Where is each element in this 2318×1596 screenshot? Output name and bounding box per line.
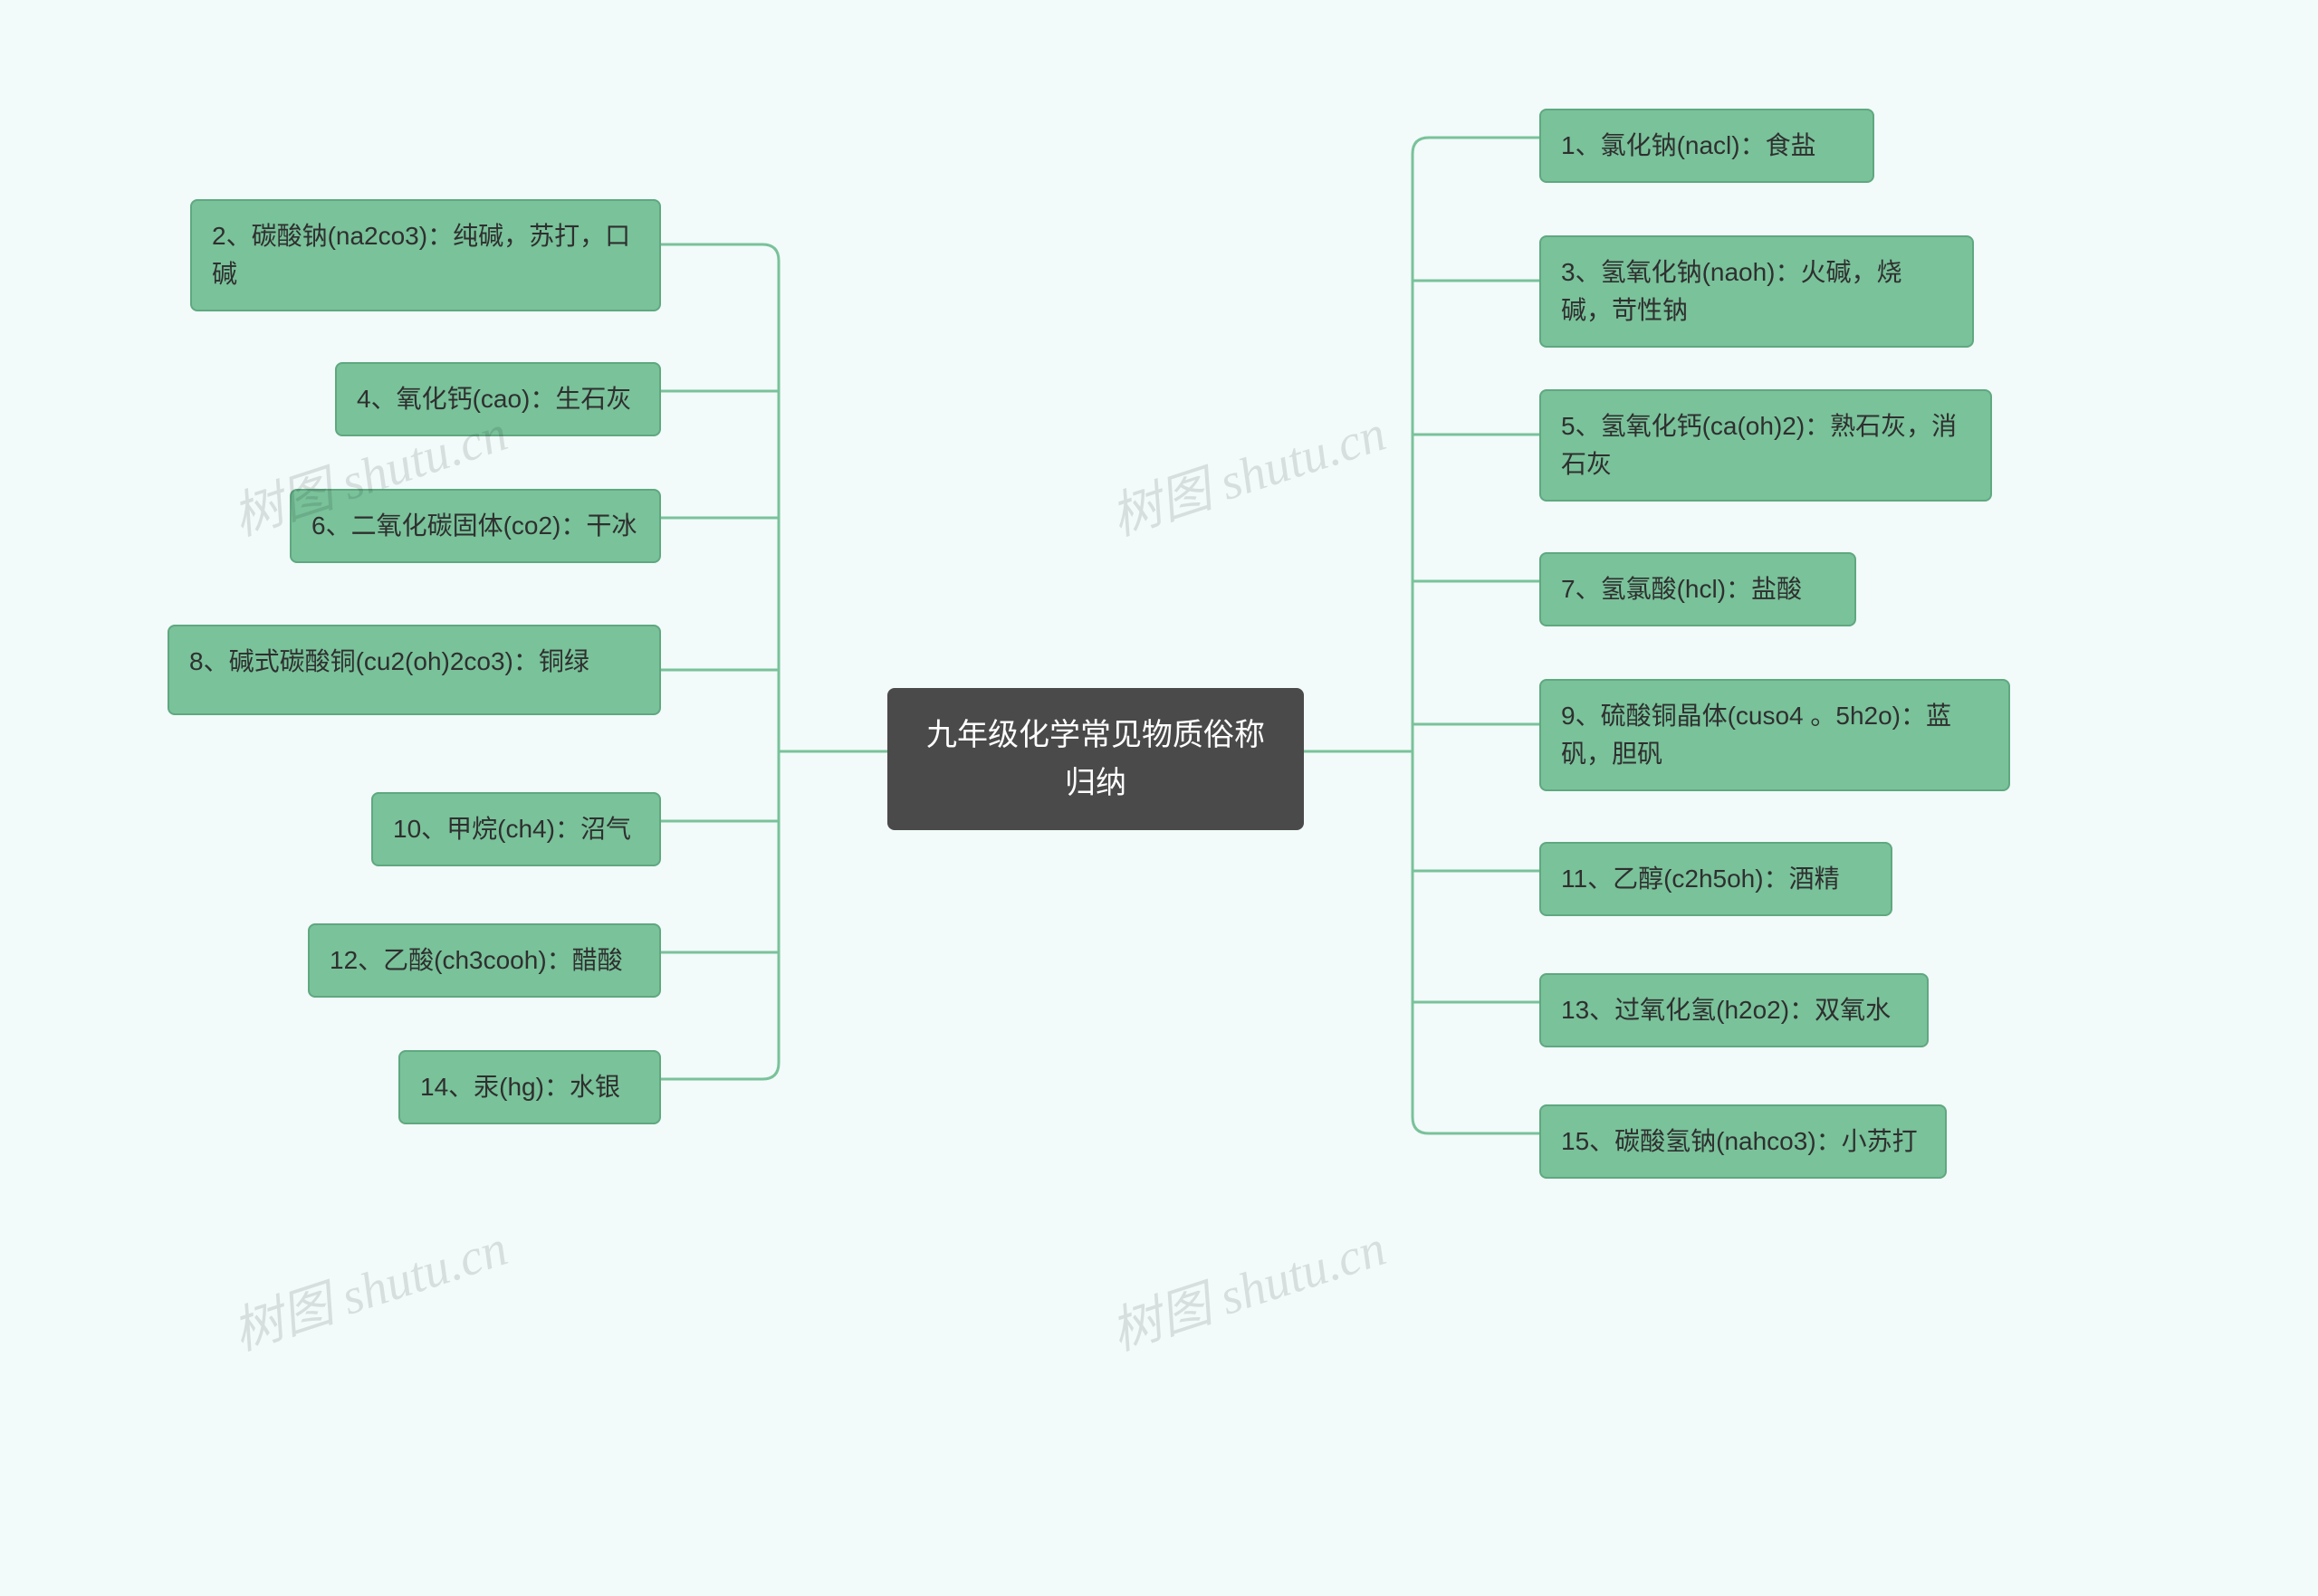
center-node: 九年级化学常见物质俗称归纳 (887, 688, 1304, 830)
right-node-1: 3、氢氧化钠(naoh)：火碱，烧碱，苛性钠 (1539, 235, 1974, 348)
right-node-6: 13、过氧化氢(h2o2)：双氧水 (1539, 973, 1929, 1047)
right-node-0: 1、氯化钠(nacl)：食盐 (1539, 109, 1874, 183)
left-node-6: 14、汞(hg)：水银 (398, 1050, 661, 1124)
right-node-2: 5、氢氧化钙(ca(oh)2)：熟石灰，消石灰 (1539, 389, 1992, 502)
watermark-1: 树图 shutu.cn (1100, 392, 1394, 550)
right-node-5: 11、乙醇(c2h5oh)：酒精 (1539, 842, 1892, 916)
left-node-3: 8、碱式碳酸铜(cu2(oh)2co3)：铜绿 (168, 625, 661, 715)
left-node-4: 10、甲烷(ch4)：沼气 (371, 792, 661, 866)
right-node-3: 7、氢氯酸(hcl)：盐酸 (1539, 552, 1856, 626)
watermark-3: 树图 shutu.cn (1100, 1207, 1394, 1364)
left-node-5: 12、乙酸(ch3cooh)：醋酸 (308, 923, 661, 998)
left-node-1: 4、氧化钙(cao)：生石灰 (335, 362, 661, 436)
left-node-2: 6、二氧化碳固体(co2)：干冰 (290, 489, 661, 563)
left-node-0: 2、碳酸钠(na2co3)：纯碱，苏打，口碱 (190, 199, 661, 311)
right-node-4: 9、硫酸铜晶体(cuso4 。5h2o)：蓝矾，胆矾 (1539, 679, 2010, 791)
watermark-2: 树图 shutu.cn (222, 1207, 515, 1364)
right-node-7: 15、碳酸氢钠(nahco3)：小苏打 (1539, 1104, 1947, 1179)
